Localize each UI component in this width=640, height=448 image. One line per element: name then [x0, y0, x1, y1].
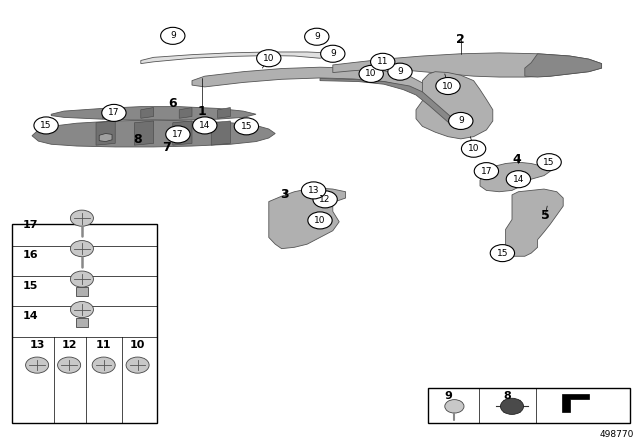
Text: 10: 10: [442, 82, 454, 90]
Text: 4: 4: [513, 152, 522, 166]
Circle shape: [166, 126, 190, 143]
Circle shape: [193, 117, 217, 134]
Text: 12: 12: [61, 340, 77, 350]
Polygon shape: [269, 188, 346, 249]
Text: 10: 10: [130, 340, 145, 350]
Circle shape: [161, 27, 185, 44]
Polygon shape: [218, 108, 230, 118]
Text: 9: 9: [170, 31, 175, 40]
Text: 5: 5: [541, 208, 550, 222]
Polygon shape: [32, 120, 275, 147]
Text: 1: 1: [197, 104, 206, 118]
Circle shape: [461, 140, 486, 157]
Polygon shape: [192, 67, 467, 130]
Polygon shape: [333, 53, 602, 77]
Circle shape: [70, 302, 93, 318]
Circle shape: [70, 241, 93, 257]
Circle shape: [92, 357, 115, 373]
Circle shape: [500, 398, 524, 414]
Circle shape: [537, 154, 561, 171]
Text: 15: 15: [241, 122, 252, 131]
Circle shape: [313, 191, 337, 208]
Polygon shape: [102, 108, 115, 118]
Text: 6: 6: [168, 96, 177, 110]
Text: 13: 13: [29, 340, 45, 350]
Polygon shape: [141, 52, 333, 64]
Text: 9: 9: [444, 392, 452, 401]
Circle shape: [234, 118, 259, 135]
Text: 9: 9: [458, 116, 463, 125]
Circle shape: [126, 357, 149, 373]
Text: 12: 12: [319, 195, 331, 204]
Text: 11: 11: [377, 57, 388, 66]
Circle shape: [388, 63, 412, 80]
Text: 9: 9: [314, 32, 319, 41]
Text: 17: 17: [172, 130, 184, 139]
Text: 16: 16: [23, 250, 38, 260]
Polygon shape: [173, 121, 192, 145]
Polygon shape: [211, 121, 230, 145]
Circle shape: [321, 45, 345, 62]
Text: 498770: 498770: [599, 430, 634, 439]
Text: 9: 9: [397, 67, 403, 76]
Polygon shape: [179, 108, 192, 118]
Text: 15: 15: [543, 158, 555, 167]
Circle shape: [34, 117, 58, 134]
Polygon shape: [141, 108, 154, 118]
Circle shape: [449, 112, 473, 129]
FancyBboxPatch shape: [76, 287, 88, 296]
Circle shape: [506, 171, 531, 188]
Text: 14: 14: [23, 311, 38, 321]
Text: 17: 17: [481, 167, 492, 176]
Polygon shape: [562, 394, 589, 412]
Text: 15: 15: [497, 249, 508, 258]
Text: 17: 17: [23, 220, 38, 230]
Text: 13: 13: [308, 186, 319, 195]
Text: 2: 2: [456, 33, 465, 46]
Circle shape: [445, 400, 464, 413]
Text: 14: 14: [513, 175, 524, 184]
Circle shape: [308, 212, 332, 229]
Text: 3: 3: [280, 188, 289, 202]
Circle shape: [301, 182, 326, 199]
Text: 8: 8: [504, 392, 511, 401]
Text: 10: 10: [365, 69, 377, 78]
Circle shape: [436, 78, 460, 95]
Text: 10: 10: [263, 54, 275, 63]
Circle shape: [26, 357, 49, 373]
Circle shape: [490, 245, 515, 262]
Text: 9: 9: [330, 49, 335, 58]
FancyBboxPatch shape: [428, 388, 630, 423]
Text: 11: 11: [96, 340, 111, 350]
Polygon shape: [134, 121, 154, 145]
Text: 8: 8: [133, 133, 142, 146]
Circle shape: [305, 28, 329, 45]
Circle shape: [70, 210, 93, 226]
Circle shape: [474, 163, 499, 180]
Circle shape: [257, 50, 281, 67]
Text: 7: 7: [162, 141, 171, 155]
Text: 14: 14: [199, 121, 211, 130]
FancyBboxPatch shape: [76, 318, 88, 327]
Polygon shape: [51, 107, 256, 120]
Text: 10: 10: [314, 216, 326, 225]
Polygon shape: [96, 121, 115, 145]
Text: 15: 15: [40, 121, 52, 130]
Circle shape: [359, 65, 383, 82]
Polygon shape: [99, 134, 112, 142]
Circle shape: [102, 104, 126, 121]
Polygon shape: [416, 72, 493, 139]
Text: 10: 10: [468, 144, 479, 153]
FancyBboxPatch shape: [12, 224, 157, 423]
Circle shape: [371, 53, 395, 70]
Polygon shape: [525, 54, 602, 77]
Circle shape: [58, 357, 81, 373]
Text: 15: 15: [23, 281, 38, 291]
Polygon shape: [506, 189, 563, 256]
Polygon shape: [320, 78, 461, 128]
Text: 17: 17: [108, 108, 120, 117]
Polygon shape: [480, 162, 550, 192]
Circle shape: [70, 271, 93, 287]
